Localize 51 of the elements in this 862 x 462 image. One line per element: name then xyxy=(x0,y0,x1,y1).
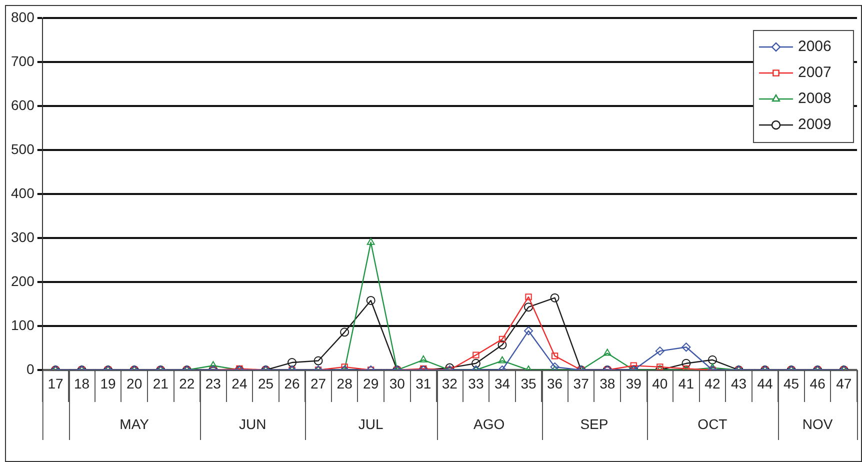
y-tick-label: 700 xyxy=(11,52,35,69)
x-tick-label: 34 xyxy=(494,375,510,392)
text: MAY xyxy=(120,416,150,432)
text: JUN xyxy=(238,416,266,432)
x-tick-label: 33 xyxy=(468,375,484,392)
text: AGO xyxy=(474,416,505,432)
legend-label: 2007 xyxy=(798,64,832,82)
x-tick-label: 46 xyxy=(810,375,826,392)
y-tick-label: 400 xyxy=(11,184,35,201)
text: OCT xyxy=(698,416,728,432)
legend-label: 2008 xyxy=(798,90,832,108)
x-tick-label: 18 xyxy=(74,375,90,392)
y-tick-label: 600 xyxy=(11,96,35,113)
y-tick-label: 500 xyxy=(11,140,35,157)
x-tick-label: 37 xyxy=(573,375,590,392)
legend-label: 2006 xyxy=(798,38,832,56)
x-tick-label: 47 xyxy=(836,375,852,392)
x-tick-label: 25 xyxy=(258,375,274,392)
x-tick-label: 26 xyxy=(284,375,300,392)
y-tick-label: 300 xyxy=(11,228,35,245)
x-tick-label: 40 xyxy=(652,375,668,392)
y-tick-label: 200 xyxy=(11,272,35,289)
text: NOV xyxy=(802,416,834,432)
x-tick-label: 43 xyxy=(730,375,747,392)
x-tick-label: 41 xyxy=(678,375,694,392)
legend-label: 2009 xyxy=(798,116,832,134)
x-tick-label: 24 xyxy=(232,375,248,392)
x-tick-label: 32 xyxy=(442,375,458,392)
x-tick-label: 29 xyxy=(363,375,379,392)
x-tick-label: 36 xyxy=(547,375,563,392)
x-tick-label: 44 xyxy=(757,375,774,392)
x-tick-label: 31 xyxy=(416,375,432,392)
y-tick-label: 100 xyxy=(11,316,35,333)
x-tick-label: 27 xyxy=(310,375,326,392)
x-tick-label: 35 xyxy=(520,375,537,392)
x-tick-label: 17 xyxy=(48,375,64,392)
x-tick-label: 23 xyxy=(205,375,222,392)
text: SEP xyxy=(580,416,608,432)
x-tick-label: 28 xyxy=(336,375,353,392)
y-tick-label: 800 xyxy=(11,8,35,25)
y-tick-label: 0 xyxy=(26,360,35,377)
x-tick-label: 21 xyxy=(152,375,169,392)
x-tick-label: 20 xyxy=(126,375,142,392)
x-tick-label: 45 xyxy=(784,375,800,392)
x-tick-label: 42 xyxy=(704,375,720,392)
x-tick-label: 39 xyxy=(626,375,642,392)
x-tick-label: 30 xyxy=(389,375,406,392)
text: JUL xyxy=(358,416,384,432)
x-tick-label: 38 xyxy=(600,375,616,392)
x-tick-label: 22 xyxy=(179,375,195,392)
x-tick-label: 19 xyxy=(100,375,116,392)
